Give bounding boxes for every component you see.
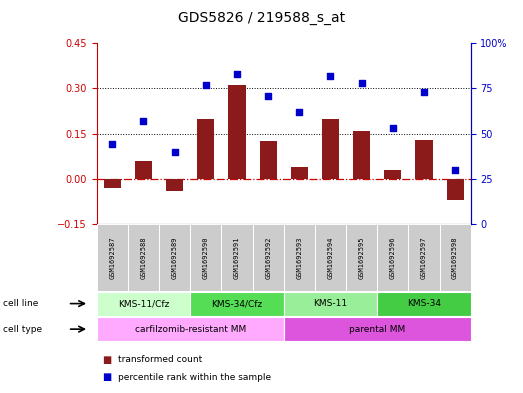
Text: GSM1692594: GSM1692594 xyxy=(327,236,334,279)
Point xyxy=(326,73,335,79)
Bar xyxy=(97,292,190,316)
Text: GSM1692592: GSM1692592 xyxy=(265,236,271,279)
Bar xyxy=(377,292,471,316)
Text: cell type: cell type xyxy=(3,325,42,334)
Bar xyxy=(97,317,283,341)
Text: GSM1692598: GSM1692598 xyxy=(452,236,458,279)
Bar xyxy=(197,119,214,179)
Bar xyxy=(283,292,377,316)
Bar xyxy=(259,141,277,179)
Bar xyxy=(353,130,370,179)
Text: carfilzomib-resistant MM: carfilzomib-resistant MM xyxy=(134,325,246,334)
Point xyxy=(451,167,459,173)
Bar xyxy=(415,140,433,179)
Bar xyxy=(159,224,190,291)
Point xyxy=(389,125,397,131)
Text: ■: ■ xyxy=(102,372,111,382)
Text: cell line: cell line xyxy=(3,299,38,308)
Text: percentile rank within the sample: percentile rank within the sample xyxy=(118,373,271,382)
Bar xyxy=(97,224,128,291)
Point xyxy=(202,82,210,88)
Text: KMS-11/Cfz: KMS-11/Cfz xyxy=(118,299,169,308)
Point xyxy=(357,80,366,86)
Text: KMS-34: KMS-34 xyxy=(407,299,441,308)
Bar xyxy=(190,224,221,291)
Text: GSM1692591: GSM1692591 xyxy=(234,236,240,279)
Bar xyxy=(253,224,283,291)
Bar xyxy=(291,167,308,179)
Text: KMS-34/Cfz: KMS-34/Cfz xyxy=(211,299,263,308)
Bar xyxy=(315,224,346,291)
Text: GSM1692596: GSM1692596 xyxy=(390,236,396,279)
Point xyxy=(139,118,147,124)
Bar xyxy=(322,119,339,179)
Bar xyxy=(447,179,464,200)
Point xyxy=(108,141,117,148)
Bar xyxy=(377,224,408,291)
Bar xyxy=(135,161,152,179)
Text: GSM1692587: GSM1692587 xyxy=(109,236,116,279)
Text: KMS-11: KMS-11 xyxy=(313,299,347,308)
Text: parental MM: parental MM xyxy=(349,325,405,334)
Bar xyxy=(346,224,377,291)
Bar xyxy=(439,224,471,291)
Point xyxy=(264,92,272,99)
Point xyxy=(170,149,179,155)
Bar xyxy=(408,224,439,291)
Bar xyxy=(384,170,401,179)
Text: GSM1692589: GSM1692589 xyxy=(172,236,178,279)
Point xyxy=(233,71,241,77)
Text: GSM1692593: GSM1692593 xyxy=(297,236,302,279)
Bar xyxy=(166,179,183,191)
Text: GSM1692588: GSM1692588 xyxy=(141,236,146,279)
Text: GDS5826 / 219588_s_at: GDS5826 / 219588_s_at xyxy=(178,11,345,25)
Bar xyxy=(128,224,159,291)
Text: transformed count: transformed count xyxy=(118,355,202,364)
Bar xyxy=(190,292,283,316)
Bar xyxy=(283,224,315,291)
Bar xyxy=(221,224,253,291)
Text: GSM1692595: GSM1692595 xyxy=(359,236,365,279)
Text: ■: ■ xyxy=(102,354,111,365)
Point xyxy=(295,109,303,115)
Bar xyxy=(104,179,121,188)
Bar xyxy=(229,85,246,179)
Bar xyxy=(283,317,471,341)
Text: GSM1692597: GSM1692597 xyxy=(421,236,427,279)
Text: GSM1692590: GSM1692590 xyxy=(203,236,209,279)
Point xyxy=(420,89,428,95)
